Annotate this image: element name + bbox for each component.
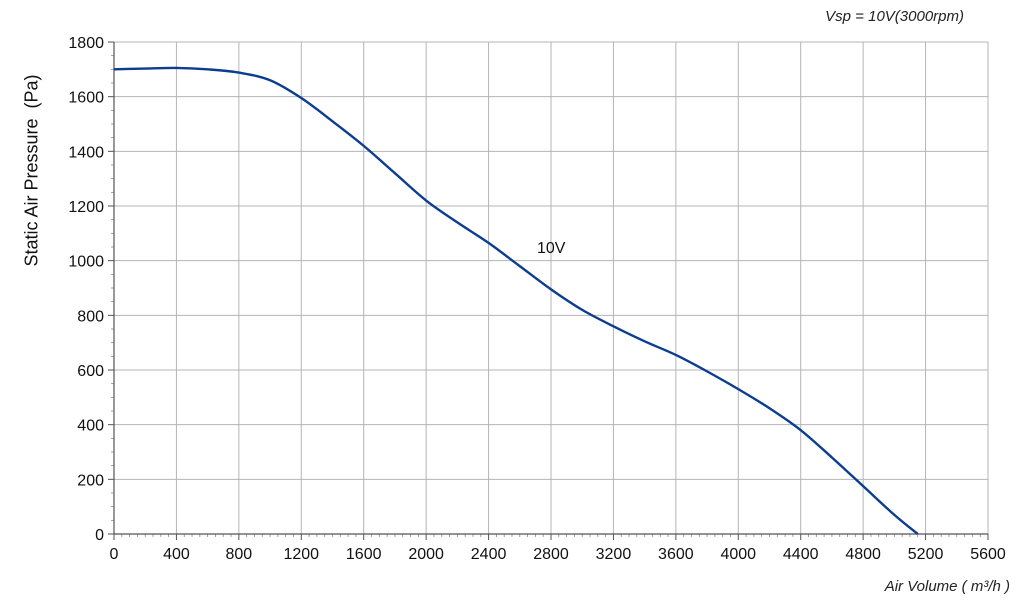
chart-subtitle: Vsp = 10V(3000rpm) bbox=[825, 8, 964, 25]
x-tick-label: 5200 bbox=[908, 546, 944, 563]
x-tick-label: 3600 bbox=[658, 546, 694, 563]
x-tick-label: 400 bbox=[163, 546, 190, 563]
x-tick-label: 4800 bbox=[845, 546, 881, 563]
y-tick-label: 1800 bbox=[68, 35, 104, 52]
y-tick-label: 1400 bbox=[68, 144, 104, 161]
x-tick-label: 2000 bbox=[408, 546, 444, 563]
x-tick-label: 1600 bbox=[346, 546, 382, 563]
y-tick-label: 0 bbox=[95, 527, 104, 544]
x-tick-label: 1200 bbox=[283, 546, 319, 563]
series-label-10v: 10V bbox=[537, 240, 566, 257]
y-tick-label: 200 bbox=[77, 472, 104, 489]
x-axis-label: Air Volume ( m³/h ) bbox=[884, 578, 1010, 595]
x-tick-label: 2400 bbox=[471, 546, 507, 563]
x-tick-label: 2800 bbox=[533, 546, 569, 563]
x-tick-label: 4400 bbox=[783, 546, 819, 563]
y-axis-label: Static Air Pressure (Pa) bbox=[21, 74, 42, 267]
y-tick-label: 1000 bbox=[68, 254, 104, 271]
y-tick-label: 1600 bbox=[68, 90, 104, 107]
series-line-0 bbox=[113, 66, 919, 535]
x-tick-label: 5600 bbox=[970, 546, 1006, 563]
x-tick-label: 3200 bbox=[596, 546, 632, 563]
y-tick-label: 600 bbox=[77, 363, 104, 380]
x-tick-label: 800 bbox=[226, 546, 253, 563]
x-tick-label: 4000 bbox=[720, 546, 756, 563]
x-tick-label: 0 bbox=[110, 546, 119, 563]
y-tick-label: 400 bbox=[77, 418, 104, 435]
y-tick-label: 800 bbox=[77, 308, 104, 325]
y-tick-label: 1200 bbox=[68, 199, 104, 216]
